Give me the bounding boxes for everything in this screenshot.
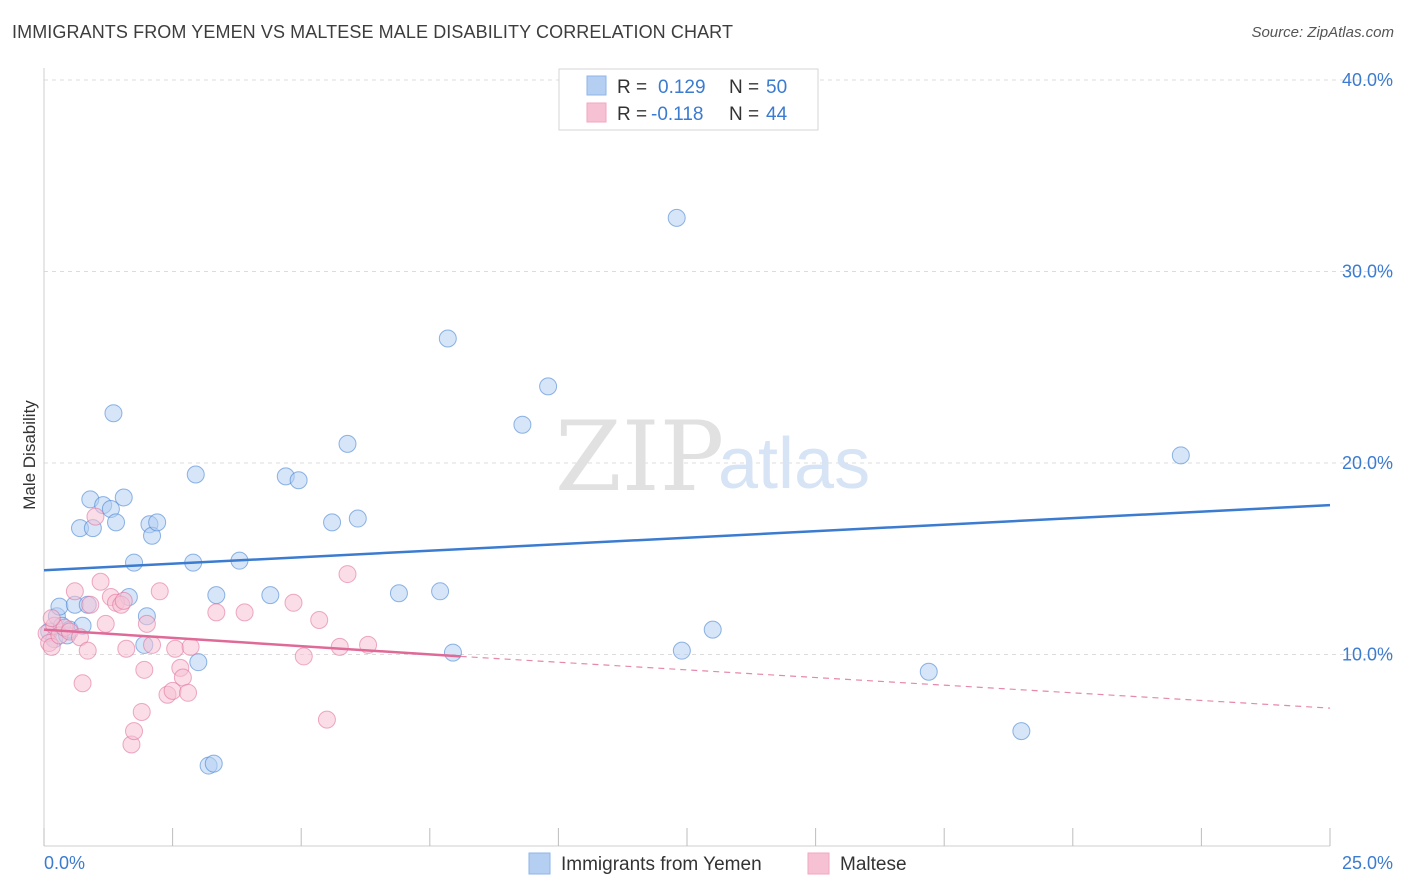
point-yemen <box>1012 722 1031 741</box>
point-yemen <box>207 586 226 605</box>
legend-n-label: N = <box>729 104 759 125</box>
point-yemen <box>114 488 133 507</box>
trend-line-maltese-extrapolated <box>460 655 1331 709</box>
legend-n-label: N = <box>729 77 759 98</box>
data-points <box>37 208 1190 775</box>
legend-r-label: R = <box>617 104 647 125</box>
legend-n-value: 50 <box>766 77 787 98</box>
point-yemen <box>125 553 144 572</box>
x-ticks <box>43 828 1331 846</box>
point-maltese <box>181 637 200 656</box>
x-tick-label: 25.0% <box>1342 853 1393 873</box>
point-yemen <box>703 620 722 639</box>
point-maltese <box>137 614 156 633</box>
chart-title: IMMIGRANTS FROM YEMEN VS MALTESE MALE DI… <box>12 22 734 42</box>
watermark-zip: ZIP <box>555 401 724 513</box>
point-yemen <box>186 465 205 484</box>
point-maltese <box>294 647 313 666</box>
watermark: ZIP atlas <box>555 401 870 513</box>
series-legend-label-maltese: Maltese <box>840 854 907 875</box>
trend-line-maltese <box>43 628 461 658</box>
point-maltese <box>125 722 144 741</box>
x-tick-label: 0.0% <box>44 853 85 873</box>
point-yemen <box>148 513 167 532</box>
series-legend: Immigrants from Yemen Maltese <box>528 852 907 875</box>
point-yemen <box>667 208 686 227</box>
gridlines <box>44 79 1392 655</box>
point-maltese <box>173 668 192 687</box>
series-legend-swatch-maltese <box>807 852 830 875</box>
series-legend-label-yemen: Immigrants from Yemen <box>561 854 762 875</box>
legend-r-value: -0.118 <box>651 104 703 125</box>
point-yemen <box>431 582 450 601</box>
y-tick-label: 10.0% <box>1342 645 1393 665</box>
tick-labels: 10.0% 20.0% 30.0% 40.0% 0.0% 25.0% <box>44 70 1393 873</box>
point-maltese <box>86 507 105 526</box>
y-axis-label: Male Disability <box>20 400 39 510</box>
point-maltese <box>117 639 136 658</box>
legend-swatch-maltese <box>586 102 607 123</box>
point-yemen <box>338 434 357 453</box>
legend-r-label: R = <box>617 77 647 98</box>
point-yemen <box>672 641 691 660</box>
point-maltese <box>81 595 100 614</box>
point-maltese <box>207 603 226 622</box>
point-maltese <box>91 572 110 591</box>
point-yemen <box>443 643 462 662</box>
y-tick-label: 40.0% <box>1342 70 1393 90</box>
point-maltese <box>330 637 349 656</box>
point-yemen <box>438 329 457 348</box>
point-maltese <box>135 660 154 679</box>
point-yemen <box>323 513 342 532</box>
point-maltese <box>338 565 357 584</box>
point-maltese <box>114 591 133 610</box>
point-maltese <box>317 710 336 729</box>
trend-lines <box>43 503 1331 709</box>
y-tick-label: 20.0% <box>1342 453 1393 473</box>
series-legend-swatch-yemen <box>528 852 551 875</box>
point-yemen <box>919 662 938 681</box>
point-maltese <box>179 683 198 702</box>
point-maltese <box>284 593 303 612</box>
point-yemen <box>1171 446 1190 465</box>
point-yemen <box>348 509 367 528</box>
legend-n-value: 44 <box>766 104 788 125</box>
point-yemen <box>389 584 408 603</box>
point-maltese <box>166 639 185 658</box>
point-yemen <box>107 513 126 532</box>
point-maltese <box>78 641 97 660</box>
legend-swatch-yemen <box>586 75 607 96</box>
source-label: Source: ZipAtlas.com <box>1251 24 1394 41</box>
point-maltese <box>310 611 329 630</box>
point-yemen <box>204 754 223 773</box>
y-tick-label: 30.0% <box>1342 262 1393 282</box>
watermark-atlas: atlas <box>718 424 870 504</box>
point-maltese <box>42 609 61 628</box>
point-yemen <box>539 377 558 396</box>
point-yemen <box>289 471 308 490</box>
point-maltese <box>65 582 84 601</box>
trend-line-yemen <box>43 503 1331 572</box>
correlation-legend: R = 0.129 N = 50 R = -0.118 N = 44 <box>558 68 819 131</box>
point-maltese <box>143 635 162 654</box>
point-yemen <box>261 586 280 605</box>
point-maltese <box>235 603 254 622</box>
point-yemen <box>104 404 123 423</box>
point-maltese <box>96 614 115 633</box>
point-maltese <box>73 674 92 693</box>
point-yemen <box>189 653 208 672</box>
point-maltese <box>150 582 169 601</box>
legend-r-value: 0.129 <box>658 77 706 98</box>
point-yemen <box>513 415 532 434</box>
point-maltese <box>132 702 151 721</box>
